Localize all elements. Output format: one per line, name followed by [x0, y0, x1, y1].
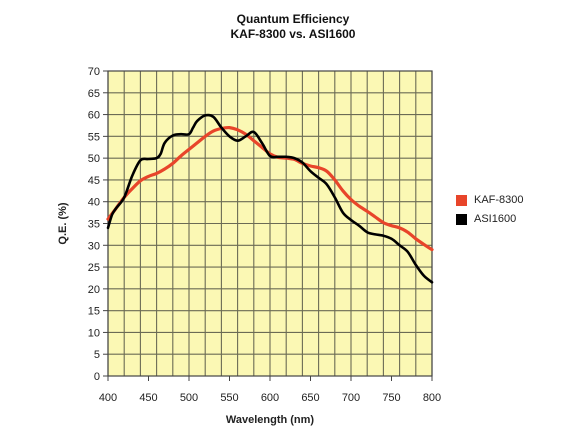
- chart-legend: KAF-8300 ASI1600: [456, 193, 524, 231]
- y-tick-label: 20: [88, 284, 100, 296]
- x-tick-label: 600: [261, 392, 279, 404]
- x-tick-label: 700: [342, 392, 360, 404]
- x-tick-label: 650: [301, 392, 319, 404]
- y-tick-label: 35: [88, 219, 100, 231]
- x-tick-label: 800: [423, 392, 441, 404]
- chart-subtitle: KAF-8300 vs. ASI1600: [230, 27, 356, 41]
- x-tick-label: 450: [139, 392, 157, 404]
- chart-title: Quantum Efficiency: [236, 12, 350, 26]
- legend-label-kaf8300: KAF-8300: [474, 194, 524, 206]
- legend-item-kaf8300: KAF-8300: [456, 193, 524, 207]
- y-tick-label: 15: [88, 306, 100, 318]
- y-tick-label: 65: [88, 88, 100, 100]
- legend-swatch-kaf8300: [456, 194, 467, 206]
- legend-item-asi1600: ASI1600: [456, 212, 524, 226]
- x-axis-label: Wavelength (nm): [226, 414, 315, 426]
- x-tick-label: 400: [99, 392, 117, 404]
- y-tick-label: 10: [88, 327, 100, 339]
- y-tick-label: 0: [94, 371, 100, 383]
- series-line-asi1600: [106, 113, 434, 284]
- y-tick-label: 55: [88, 131, 100, 143]
- series-line-kaf-8300: [106, 125, 434, 252]
- y-tick-label: 45: [88, 175, 100, 187]
- x-tick-label: 500: [180, 392, 198, 404]
- x-tick-label: 550: [220, 392, 238, 404]
- y-tick-label: 40: [88, 197, 100, 209]
- y-tick-label: 25: [88, 262, 100, 274]
- y-axis-label: Q.E. (%): [57, 202, 69, 245]
- chart-title-block: Quantum Efficiency KAF-8300 vs. ASI1600: [0, 12, 586, 42]
- y-tick-label: 60: [88, 110, 100, 122]
- y-tick-label: 70: [88, 66, 100, 78]
- y-tick-label: 30: [88, 240, 100, 252]
- legend-swatch-asi1600: [456, 213, 467, 225]
- y-tick-label: 5: [94, 349, 100, 361]
- x-tick-label: 750: [382, 392, 400, 404]
- legend-label-asi1600: ASI1600: [474, 213, 517, 225]
- y-tick-label: 50: [88, 153, 100, 165]
